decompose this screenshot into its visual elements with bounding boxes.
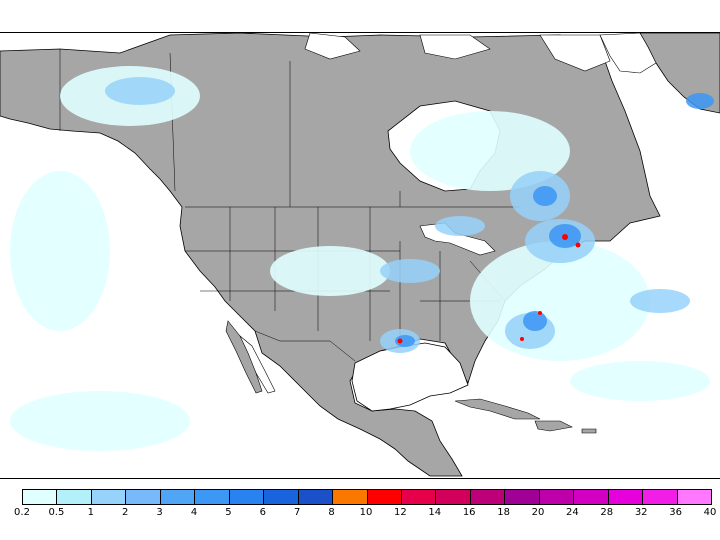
colorbar-swatch — [401, 490, 437, 504]
colorbar-tick-label: 7 — [294, 507, 301, 518]
colorbar-swatch — [505, 490, 540, 504]
colorbar-tick-label: 4 — [190, 507, 198, 518]
colorbar-swatch — [677, 490, 712, 504]
colorbar-swatch — [229, 490, 265, 504]
hispaniola — [534, 420, 573, 432]
arctic-channel-2 — [419, 34, 491, 60]
colorbar-swatch — [298, 490, 334, 504]
colorbar-tick-label: 24 — [566, 507, 579, 518]
colorbar-tick-label: 18 — [497, 507, 510, 518]
colorbar-tick-label: 10 — [359, 507, 373, 518]
davis-strait — [599, 33, 657, 74]
colorbar-tick-label: 40 — [703, 507, 717, 518]
colorbar-swatch — [264, 490, 299, 504]
colorbar-tick-label: 14 — [428, 507, 442, 518]
colorbar-swatch — [643, 490, 678, 504]
puerto-rico — [581, 428, 597, 434]
colorbar-tick-label: 20 — [531, 507, 545, 518]
colorbar-swatch — [57, 490, 92, 504]
colorbar-swatch — [160, 490, 196, 504]
baja-california — [225, 320, 263, 394]
colorbar-tick-label: 16 — [462, 507, 476, 518]
colorbar-tick-label: 8 — [328, 507, 335, 518]
colorbar-tick-label: 6 — [259, 507, 266, 518]
colorbar-tick-label: 36 — [669, 507, 682, 518]
colorbar-tick-label: 5 — [225, 507, 232, 518]
map-canvas — [0, 33, 720, 477]
colorbar-tick-label: 3 — [156, 507, 163, 518]
colorbar-swatch — [126, 490, 161, 504]
cuba — [454, 398, 541, 420]
colorbar-tick-label: 2 — [122, 507, 129, 518]
colorbar-tick-labels: 0.2 0.5 1 2 3 4 5 6 7 8 10 12 14 16 18 20 24 28 32 36 40 — [0, 507, 720, 523]
precip-extreme — [397, 234, 581, 344]
colorbar-tick-label: 0.2 — [14, 507, 30, 518]
colorbar-tick-label: 28 — [600, 507, 614, 518]
precip-heavy — [395, 93, 714, 347]
colorbar-swatch — [91, 490, 127, 504]
colorbar-swatch — [608, 490, 644, 504]
colorbar-tick-label: 1 — [87, 507, 94, 518]
colorbar-swatch — [470, 490, 506, 504]
colorbar-swatch — [539, 490, 575, 504]
precipitation-map — [0, 32, 720, 479]
colorbar-swatch — [23, 490, 58, 504]
colorbar-swatch — [195, 490, 230, 504]
colorbar-tick-label: 32 — [634, 507, 648, 518]
colorbar-swatch — [367, 490, 402, 504]
colorbar-tick-label: 12 — [394, 507, 407, 518]
colorbar-swatch — [436, 490, 471, 504]
arctic-channel-3 — [539, 34, 611, 72]
colorbar-swatch — [333, 490, 368, 504]
colorbar-swatch — [574, 490, 609, 504]
colorbar-tick-label: 0.5 — [48, 507, 65, 518]
precipitation-colorbar — [22, 489, 712, 505]
arctic-channel-1 — [304, 33, 361, 60]
